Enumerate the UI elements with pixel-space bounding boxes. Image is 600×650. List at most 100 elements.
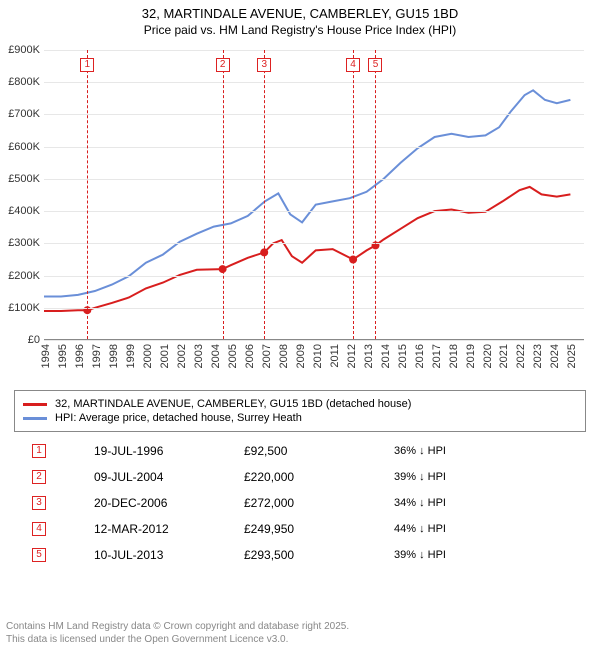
x-tick-label: 2010 xyxy=(312,344,324,368)
chart-svg xyxy=(44,50,584,340)
x-tick-label: 1999 xyxy=(125,344,137,368)
transaction-row: 2 09-JUL-2004£220,00039% ↓ HPI xyxy=(14,464,586,490)
transaction-date: 20-DEC-2006 xyxy=(94,496,244,510)
x-tick-label: 2022 xyxy=(515,344,527,368)
transaction-price: £92,500 xyxy=(244,444,394,458)
x-tick-label: 2018 xyxy=(448,344,460,368)
gridline xyxy=(44,179,584,180)
y-tick-label: £200K xyxy=(0,270,40,282)
y-tick-label: £600K xyxy=(0,141,40,153)
chart-title: 32, MARTINDALE AVENUE, CAMBERLEY, GU15 1… xyxy=(0,0,600,23)
marker-line xyxy=(375,50,376,339)
y-tick-label: £0 xyxy=(0,334,40,346)
gridline xyxy=(44,211,584,212)
footer: Contains HM Land Registry data © Crown c… xyxy=(6,620,349,646)
x-tick-label: 2000 xyxy=(142,344,154,368)
x-tick-label: 2004 xyxy=(210,344,222,368)
transaction-tag: 3 xyxy=(32,496,46,510)
transaction-pct: 34% ↓ HPI xyxy=(394,497,544,509)
marker-line xyxy=(223,50,224,339)
x-tick-label: 2011 xyxy=(329,344,341,368)
x-tick-label: 2013 xyxy=(363,344,375,368)
marker-tag: 2 xyxy=(216,58,230,72)
x-tick-label: 2016 xyxy=(414,344,426,368)
x-tick-label: 2006 xyxy=(244,344,256,368)
x-tick-label: 2002 xyxy=(176,344,188,368)
y-tick-label: £900K xyxy=(0,44,40,56)
x-tick-label: 2009 xyxy=(295,344,307,368)
marker-tag: 4 xyxy=(346,58,360,72)
x-tick-label: 2015 xyxy=(397,344,409,368)
transaction-row: 3 20-DEC-2006£272,00034% ↓ HPI xyxy=(14,490,586,516)
series-hpi xyxy=(44,90,570,296)
y-tick-label: £500K xyxy=(0,173,40,185)
transaction-row: 4 12-MAR-2012£249,95044% ↓ HPI xyxy=(14,516,586,542)
transaction-tag: 2 xyxy=(32,470,46,484)
transactions-table: 119-JUL-1996£92,50036% ↓ HPI 2 09-JUL-2004… xyxy=(14,438,586,568)
x-tick-label: 2020 xyxy=(482,344,494,368)
transaction-date: 12-MAR-2012 xyxy=(94,522,244,536)
x-tick-label: 1994 xyxy=(40,344,52,368)
gridline xyxy=(44,82,584,83)
gridline xyxy=(44,243,584,244)
x-tick-label: 2012 xyxy=(346,344,358,368)
x-tick-label: 1996 xyxy=(74,344,86,368)
legend-swatch xyxy=(23,417,47,420)
legend: 32, MARTINDALE AVENUE, CAMBERLEY, GU15 1… xyxy=(14,390,586,432)
chart-subtitle: Price paid vs. HM Land Registry's House … xyxy=(0,23,600,37)
x-tick-label: 2017 xyxy=(431,344,443,368)
transaction-tag: 4 xyxy=(32,522,46,536)
y-tick-label: £800K xyxy=(0,76,40,88)
transaction-tag: 5 xyxy=(32,548,46,562)
transaction-row: 119-JUL-1996£92,50036% ↓ HPI xyxy=(14,438,586,464)
x-tick-label: 2019 xyxy=(465,344,477,368)
x-tick-label: 2001 xyxy=(159,344,171,368)
footer-line1: Contains HM Land Registry data © Crown c… xyxy=(6,620,349,633)
x-tick-label: 2023 xyxy=(532,344,544,368)
transaction-price: £272,000 xyxy=(244,496,394,510)
marker-tag: 5 xyxy=(368,58,382,72)
transaction-date: 09-JUL-2004 xyxy=(94,470,244,484)
y-tick-label: £700K xyxy=(0,108,40,120)
marker-line xyxy=(353,50,354,339)
gridline xyxy=(44,50,584,51)
price-chart: £0£100K£200K£300K£400K£500K£600K£700K£80… xyxy=(44,50,584,340)
legend-item: HPI: Average price, detached house, Surr… xyxy=(23,412,577,424)
legend-item: 32, MARTINDALE AVENUE, CAMBERLEY, GU15 1… xyxy=(23,398,577,410)
marker-line xyxy=(87,50,88,339)
x-tick-label: 2025 xyxy=(566,344,578,368)
gridline xyxy=(44,276,584,277)
x-tick-label: 2003 xyxy=(193,344,205,368)
legend-label: HPI: Average price, detached house, Surr… xyxy=(55,412,302,424)
y-tick-label: £400K xyxy=(0,205,40,217)
transaction-row: 5 10-JUL-2013£293,50039% ↓ HPI xyxy=(14,542,586,568)
x-tick-label: 1995 xyxy=(57,344,69,368)
transaction-pct: 36% ↓ HPI xyxy=(394,445,544,457)
transaction-price: £293,500 xyxy=(244,548,394,562)
gridline xyxy=(44,308,584,309)
x-tick-label: 2005 xyxy=(227,344,239,368)
x-tick-label: 1997 xyxy=(91,344,103,368)
transaction-pct: 44% ↓ HPI xyxy=(394,523,544,535)
x-tick-label: 2021 xyxy=(498,344,510,368)
gridline xyxy=(44,340,584,341)
marker-tag: 3 xyxy=(257,58,271,72)
x-tick-label: 1998 xyxy=(108,344,120,368)
marker-tag: 1 xyxy=(80,58,94,72)
transaction-pct: 39% ↓ HPI xyxy=(394,471,544,483)
gridline xyxy=(44,114,584,115)
transaction-price: £220,000 xyxy=(244,470,394,484)
x-tick-label: 2014 xyxy=(380,344,392,368)
x-tick-label: 2007 xyxy=(261,344,273,368)
transaction-price: £249,950 xyxy=(244,522,394,536)
transaction-date: 19-JUL-1996 xyxy=(94,444,244,458)
transaction-date: 10-JUL-2013 xyxy=(94,548,244,562)
transaction-pct: 39% ↓ HPI xyxy=(394,549,544,561)
x-tick-label: 2024 xyxy=(549,344,561,368)
gridline xyxy=(44,147,584,148)
x-tick-label: 2008 xyxy=(278,344,290,368)
y-tick-label: £100K xyxy=(0,302,40,314)
marker-line xyxy=(264,50,265,339)
series-price_paid xyxy=(44,187,570,311)
legend-swatch xyxy=(23,403,47,406)
